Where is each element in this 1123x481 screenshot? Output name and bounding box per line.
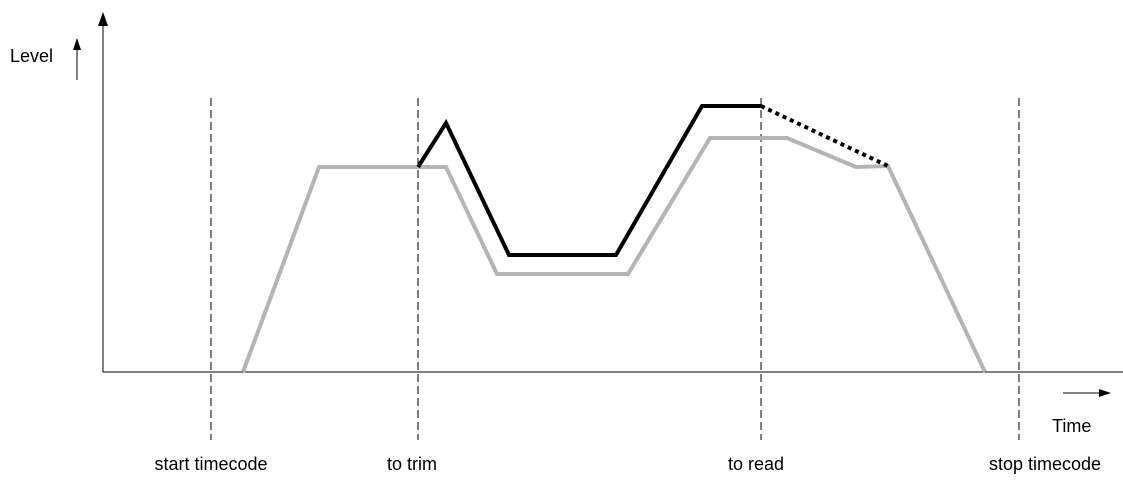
- trimmed-level-curve: [416, 104, 761, 257]
- time-arrow-head: [1099, 389, 1111, 397]
- y-axis-arrowhead: [98, 12, 108, 26]
- marker-label-to-trim: to trim: [387, 454, 437, 474]
- level-arrow-head: [73, 38, 81, 50]
- x-axis-label: Time: [1052, 416, 1091, 436]
- marker-label-to-read: to read: [728, 454, 784, 474]
- y-axis-label: Level: [10, 46, 53, 66]
- marker-label-start-timecode: start timecode: [154, 454, 267, 474]
- marker-label-stop-timecode: stop timecode: [989, 454, 1101, 474]
- original-level-curve: [241, 136, 987, 373]
